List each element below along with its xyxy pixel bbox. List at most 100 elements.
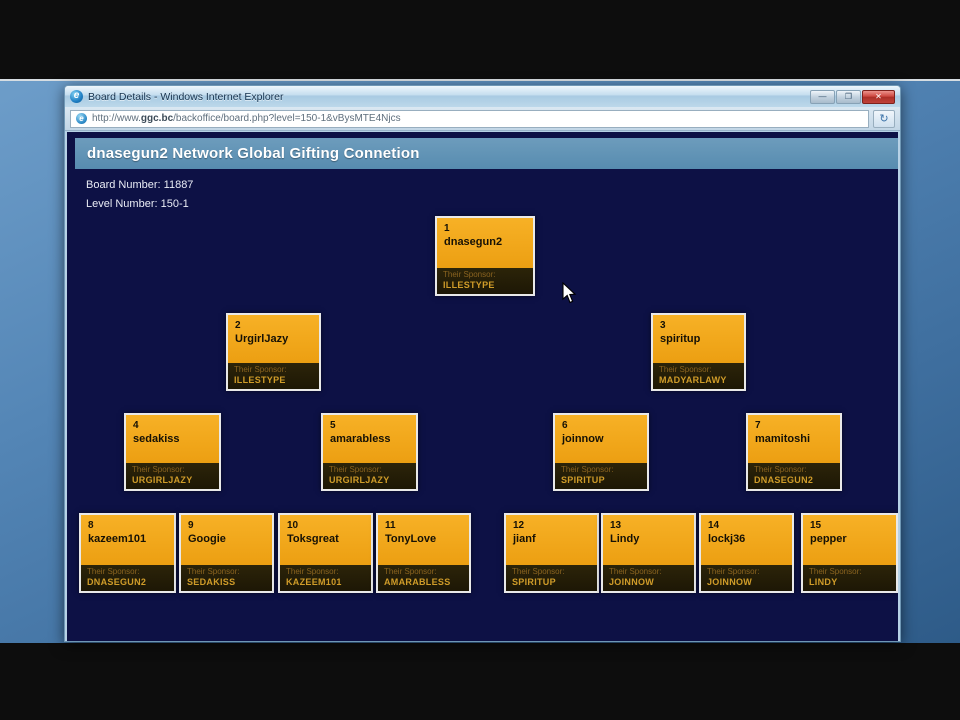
node-number: 4: [133, 420, 139, 431]
letterbox-bottom: [0, 643, 960, 720]
board-node-14[interactable]: 14 lockj36 Their Sponsor: JOINNOW: [699, 513, 794, 593]
url-path: /backoffice/board.php?level=150-1&vBysMT…: [173, 113, 401, 124]
sponsor-name: ILLESTYPE: [443, 280, 495, 290]
sponsor-name: KAZEEM101: [286, 577, 342, 587]
node-name: TonyLove: [385, 533, 437, 545]
node-number: 12: [513, 520, 525, 531]
board-number-line: Board Number: 11887: [86, 179, 194, 191]
board-node-6[interactable]: 6 joinnow Their Sponsor: SPIRITUP: [553, 413, 649, 491]
board-node-1[interactable]: 1 dnasegun2 Their Sponsor: ILLESTYPE: [435, 216, 535, 296]
sponsor-name: URGIRLJAZY: [132, 475, 193, 485]
board-node-15[interactable]: 15 pepper Their Sponsor: LINDY: [801, 513, 898, 593]
sponsor-label: Their Sponsor:: [707, 567, 760, 576]
level-number-value: 150-1: [160, 198, 189, 210]
ie-logo-icon: e: [70, 90, 83, 103]
sponsor-label: Their Sponsor:: [384, 567, 437, 576]
board-node-2[interactable]: 2 UrgirlJazy Their Sponsor: ILLESTYPE: [226, 313, 321, 391]
title-bar[interactable]: e Board Details - Windows Internet Explo…: [65, 86, 900, 107]
level-number-line: Level Number: 150-1: [86, 198, 189, 210]
board-node-12[interactable]: 12 jianf Their Sponsor: SPIRITUP: [504, 513, 599, 593]
board-node-7[interactable]: 7 mamitoshi Their Sponsor: DNASEGUN2: [746, 413, 842, 491]
node-number: 3: [660, 320, 666, 331]
node-number: 14: [708, 520, 720, 531]
node-number: 9: [188, 520, 194, 531]
node-number: 11: [385, 520, 396, 531]
sponsor-name: JOINNOW: [707, 577, 753, 587]
board-node-9[interactable]: 9 Googie Their Sponsor: SEDAKISS: [179, 513, 274, 593]
node-number: 6: [562, 420, 568, 431]
node-name: sedakiss: [133, 433, 180, 445]
board-node-8[interactable]: 8 kazeem101 Their Sponsor: DNASEGUN2: [79, 513, 176, 593]
sponsor-name: MADYARLAWY: [659, 375, 727, 385]
board-node-11[interactable]: 11 TonyLove Their Sponsor: AMARABLESS: [376, 513, 471, 593]
node-name: UrgirlJazy: [235, 333, 289, 345]
sponsor-label: Their Sponsor:: [329, 465, 382, 474]
page-title: dnasegun2 Network Global Gifting Conneti…: [75, 138, 898, 169]
board-info: Board Number: 11887 Level Number: 150-1: [86, 176, 193, 214]
node-name: pepper: [810, 533, 847, 545]
sponsor-label: Their Sponsor:: [809, 567, 862, 576]
node-name: dnasegun2: [444, 236, 503, 248]
sponsor-name: LINDY: [809, 577, 838, 587]
close-button[interactable]: ✕: [862, 89, 895, 104]
browser-window: e Board Details - Windows Internet Explo…: [64, 85, 901, 642]
node-name: jianf: [513, 533, 536, 545]
maximize-button[interactable]: ❐: [836, 89, 861, 104]
sponsor-name: URGIRLJAZY: [329, 475, 390, 485]
address-input[interactable]: e http://www. ggc.bc/backoffice/board.php…: [70, 109, 869, 128]
node-name: lockj36: [708, 533, 746, 545]
node-name: Toksgreat: [287, 533, 339, 545]
sponsor-name: DNASEGUN2: [754, 475, 814, 485]
sponsor-name: DNASEGUN2: [87, 577, 147, 587]
node-number: 13: [610, 520, 622, 531]
sponsor-name: SEDAKISS: [187, 577, 236, 587]
sponsor-label: Their Sponsor:: [754, 465, 807, 474]
sponsor-label: Their Sponsor:: [234, 365, 287, 374]
board-node-10[interactable]: 10 Toksgreat Their Sponsor: KAZEEM101: [278, 513, 373, 593]
sponsor-label: Their Sponsor:: [443, 270, 496, 279]
sponsor-label: Their Sponsor:: [609, 567, 662, 576]
address-bar: e http://www. ggc.bc/backoffice/board.php…: [65, 107, 900, 131]
sponsor-name: SPIRITUP: [512, 577, 556, 587]
mouse-cursor-icon: [562, 282, 577, 304]
sponsor-label: Their Sponsor:: [286, 567, 339, 576]
node-number: 15: [810, 520, 822, 531]
url-domain: ggc.bc: [140, 113, 174, 124]
node-number: 2: [235, 320, 241, 331]
minimize-button[interactable]: —: [810, 89, 835, 104]
sponsor-label: Their Sponsor:: [132, 465, 185, 474]
page-favicon-icon: e: [76, 113, 87, 124]
window-controls: — ❐ ✕: [810, 89, 895, 104]
node-number: 7: [755, 420, 761, 431]
board-node-13[interactable]: 13 Lindy Their Sponsor: JOINNOW: [601, 513, 696, 593]
board-number-value: 11887: [163, 179, 194, 191]
node-name: joinnow: [562, 433, 604, 445]
letterbox-top: [0, 0, 960, 79]
node-number: 5: [330, 420, 336, 431]
sponsor-name: AMARABLESS: [384, 577, 451, 587]
node-name: spiritup: [660, 333, 701, 345]
url-prefix: http://www.: [92, 113, 141, 124]
sponsor-label: Their Sponsor:: [561, 465, 614, 474]
sponsor-label: Their Sponsor:: [659, 365, 712, 374]
window-title: Board Details - Windows Internet Explore…: [88, 90, 284, 103]
node-name: Lindy: [610, 533, 640, 545]
sponsor-name: ILLESTYPE: [234, 375, 286, 385]
node-number: 8: [88, 520, 94, 531]
refresh-button[interactable]: ↻: [873, 109, 895, 128]
node-name: mamitoshi: [755, 433, 811, 445]
sponsor-name: SPIRITUP: [561, 475, 605, 485]
sponsor-label: Their Sponsor:: [512, 567, 565, 576]
sponsor-label: Their Sponsor:: [187, 567, 240, 576]
sponsor-label: Their Sponsor:: [87, 567, 140, 576]
board-node-5[interactable]: 5 amarabless Their Sponsor: URGIRLJAZY: [321, 413, 418, 491]
page-content: dnasegun2 Network Global Gifting Conneti…: [67, 132, 898, 641]
board-node-4[interactable]: 4 sedakiss Their Sponsor: URGIRLJAZY: [124, 413, 221, 491]
sponsor-name: JOINNOW: [609, 577, 655, 587]
node-number: 10: [287, 520, 299, 531]
node-number: 1: [444, 223, 450, 234]
node-name: amarabless: [330, 433, 391, 445]
node-name: Googie: [188, 533, 226, 545]
board-node-3[interactable]: 3 spiritup Their Sponsor: MADYARLAWY: [651, 313, 746, 391]
